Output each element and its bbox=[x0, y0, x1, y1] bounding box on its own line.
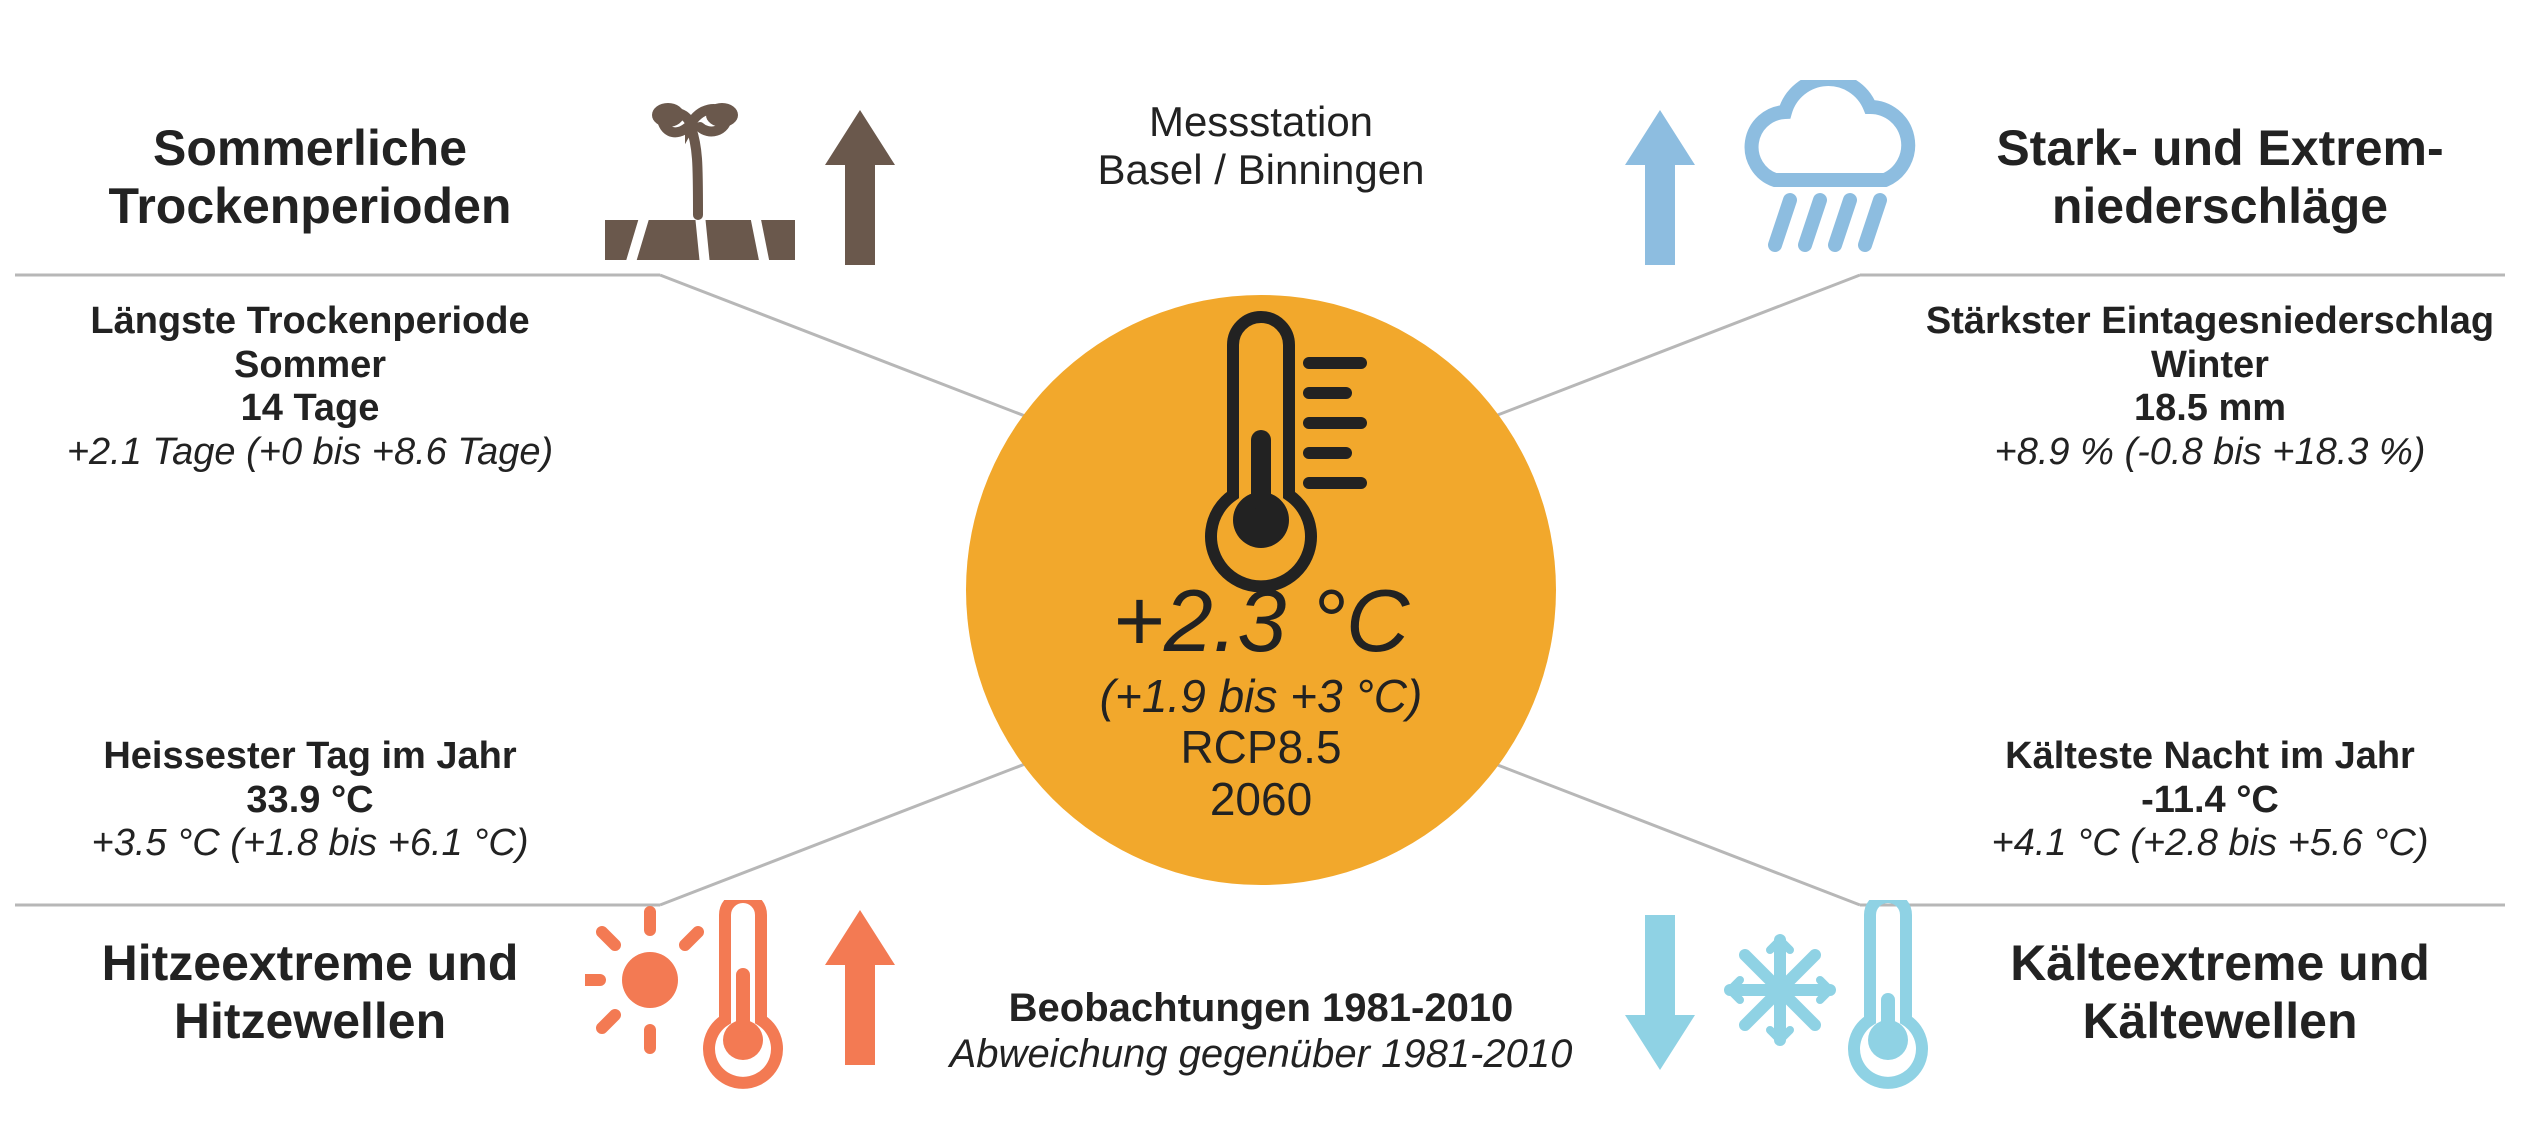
tr-data: Stärkster Eintagesniederschlag Winter 18… bbox=[1910, 300, 2510, 475]
bl-title: Hitzeextreme und Hitzewellen bbox=[50, 935, 570, 1050]
center-text: +2.3 °C (+1.9 bis +3 °C) RCP8.5 2060 bbox=[966, 572, 1556, 825]
br-title: Kälteextreme und Kältewellen bbox=[1940, 935, 2500, 1050]
center-scenario: RCP8.5 bbox=[966, 722, 1556, 774]
tr-title: Stark- und Extrem- niederschläge bbox=[1940, 120, 2500, 235]
center-year: 2060 bbox=[966, 774, 1556, 826]
br-data: Kälteste Nacht im Jahr -11.4 °C +4.1 °C … bbox=[1920, 735, 2500, 866]
tl-title: Sommerliche Trockenperioden bbox=[50, 120, 570, 235]
header-line2: Basel / Binningen bbox=[961, 146, 1561, 194]
drought-icon bbox=[590, 85, 810, 280]
center-range: (+1.9 bis +3 °C) bbox=[966, 671, 1556, 723]
infographic-stage: +2.3 °C (+1.9 bis +3 °C) RCP8.5 2060 Mes… bbox=[0, 0, 2522, 1133]
tl-data: Längste Trockenperiode Sommer 14 Tage +2… bbox=[30, 300, 590, 475]
bl-arrow-up-icon bbox=[825, 910, 895, 1070]
footer-block: Beobachtungen 1981-2010 Abweichung gegen… bbox=[761, 985, 1761, 1077]
center-temp: +2.3 °C bbox=[966, 572, 1556, 671]
heat-icon bbox=[585, 900, 805, 1100]
header-line1: Messstation bbox=[961, 98, 1561, 146]
bl-data: Heissester Tag im Jahr 33.9 °C +3.5 °C (… bbox=[30, 735, 590, 866]
tl-arrow-up-icon bbox=[825, 110, 895, 270]
br-arrow-down-icon bbox=[1625, 910, 1695, 1070]
footer-line1: Beobachtungen 1981-2010 bbox=[761, 985, 1761, 1031]
rain-cloud-icon bbox=[1720, 80, 1940, 280]
tr-arrow-up-icon bbox=[1625, 110, 1695, 270]
footer-line2: Abweichung gegenüber 1981-2010 bbox=[761, 1031, 1761, 1077]
header-block: Messstation Basel / Binningen bbox=[961, 98, 1561, 195]
cold-icon bbox=[1715, 900, 1945, 1100]
